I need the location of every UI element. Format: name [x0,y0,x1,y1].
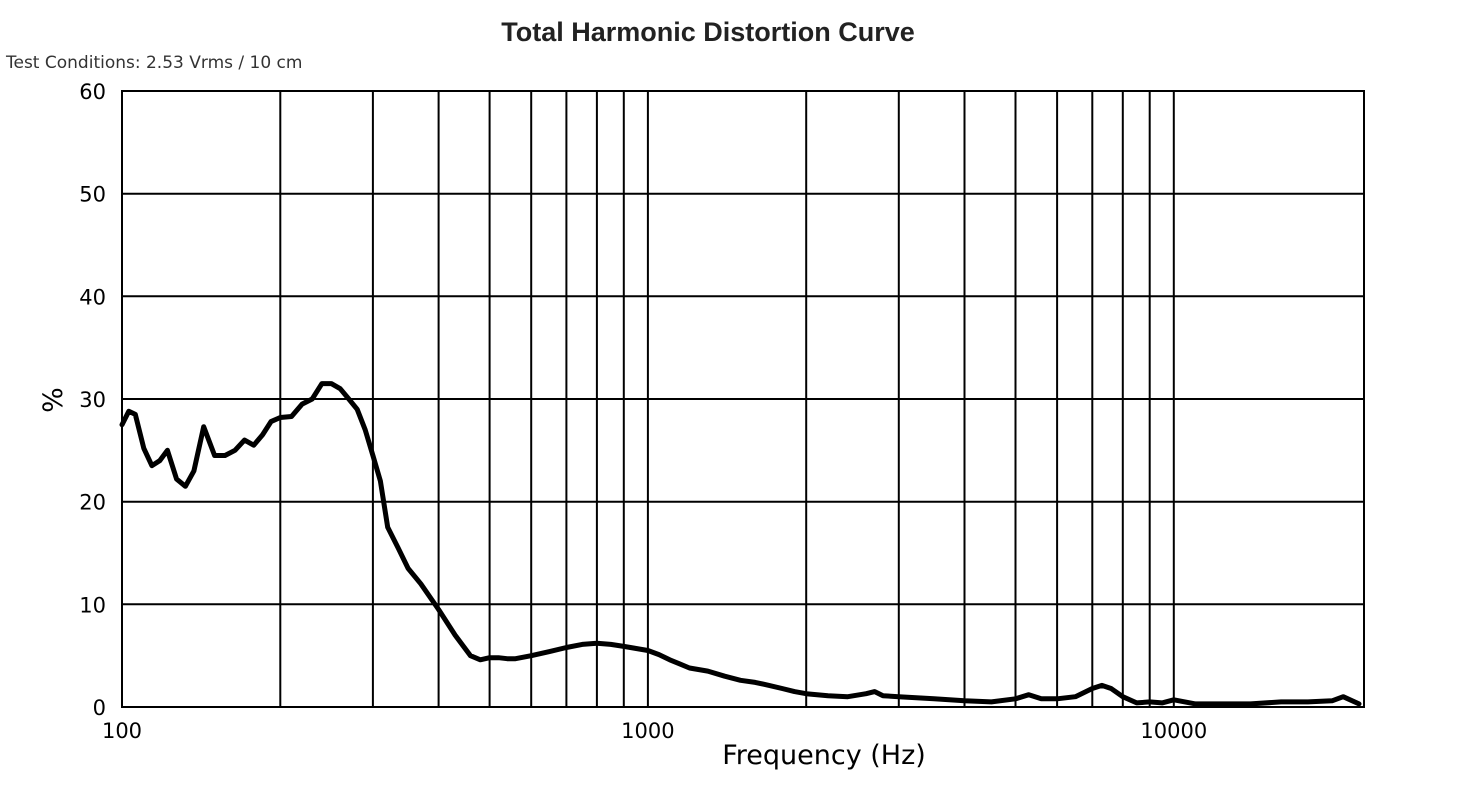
y-tick-label: 0 [93,696,106,720]
y-tick-label: 50 [79,183,106,207]
chart-title: Total Harmonic Distortion Curve [501,17,915,47]
horizontal-gridlines [122,90,1364,606]
thd-series-line [119,381,1362,707]
x-axis-ticks: 100 1000 10000 [102,719,1207,743]
x-tick-label: 100 [102,719,142,743]
data-series [119,381,1362,707]
plot-area [119,90,1365,708]
x-tick-label: 10000 [1140,719,1207,743]
y-tick-label: 30 [79,388,106,412]
chart-subtitle: Test Conditions: 2.53 Vrms / 10 cm [5,53,302,73]
y-tick-label: 10 [79,593,106,617]
x-axis-label: Frequency (Hz) [722,740,926,771]
y-tick-label: 20 [79,491,106,515]
x-tick-label: 1000 [621,719,674,743]
y-tick-label: 40 [79,285,106,309]
y-axis-label: % [38,387,69,413]
y-tick-label: 60 [79,80,106,104]
y-axis-ticks: 0 10 20 30 40 50 60 [79,80,106,720]
